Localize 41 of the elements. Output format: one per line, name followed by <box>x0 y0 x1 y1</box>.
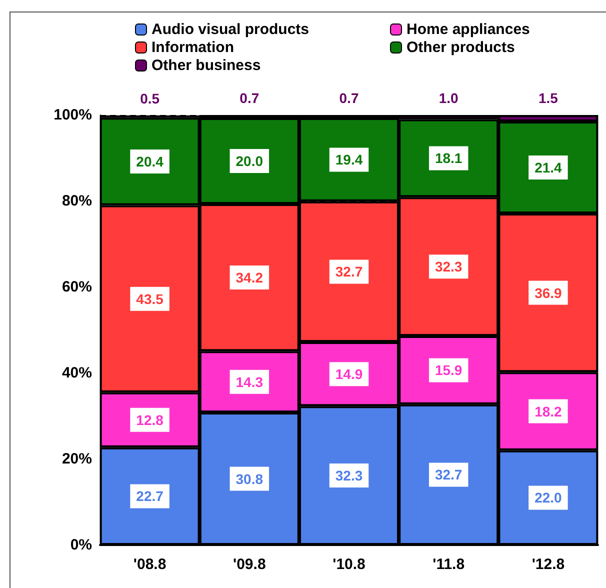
data-label: 15.9 <box>434 362 462 378</box>
data-label: 20.0 <box>236 153 264 170</box>
data-label: 18.2 <box>534 403 562 420</box>
legend-label: Other business <box>152 57 261 74</box>
data-label: 19.4 <box>335 152 363 168</box>
y-tick-label: 20% <box>62 450 92 468</box>
y-tick-label: 100% <box>54 106 92 124</box>
data-label: 36.9 <box>534 284 562 301</box>
x-tick-label: '12.8 <box>532 556 565 573</box>
data-label: 22.7 <box>136 488 164 504</box>
data-label: 0.5 <box>140 90 160 106</box>
x-tick-label: '08.8 <box>133 556 166 573</box>
data-label: 34.2 <box>236 270 264 286</box>
data-label: 14.9 <box>335 366 363 382</box>
data-label: 20.4 <box>136 153 164 170</box>
data-label: 18.1 <box>434 150 462 166</box>
data-label: 0.7 <box>240 90 260 106</box>
x-tick-label: '10.8 <box>332 556 366 573</box>
y-tick-label: 80% <box>62 192 92 210</box>
data-label: 1.0 <box>438 90 459 106</box>
data-label: 30.8 <box>236 470 264 487</box>
legend-label: Audio visual products <box>152 21 310 38</box>
data-label: 12.8 <box>136 412 164 428</box>
data-label: 32.7 <box>335 264 363 280</box>
data-label: 0.7 <box>339 90 359 106</box>
data-label: 32.3 <box>335 468 363 484</box>
legend-label: Home appliances <box>406 21 530 38</box>
data-label: 22.0 <box>534 490 562 506</box>
data-label: 21.4 <box>534 159 562 176</box>
data-label: 1.5 <box>538 90 558 106</box>
x-tick-label: '09.8 <box>233 556 266 573</box>
legend-label: Other products <box>406 39 515 56</box>
x-tick-label: '11.8 <box>432 556 465 573</box>
data-label: 14.3 <box>236 374 264 390</box>
data-label: 32.7 <box>434 466 462 483</box>
y-tick-label: 60% <box>62 278 92 296</box>
data-label: 32.3 <box>434 258 462 275</box>
data-label: 43.5 <box>136 290 164 307</box>
y-tick-label: 40% <box>62 364 92 382</box>
legend-label: Information <box>152 39 234 56</box>
y-tick-label: 0% <box>70 536 92 554</box>
